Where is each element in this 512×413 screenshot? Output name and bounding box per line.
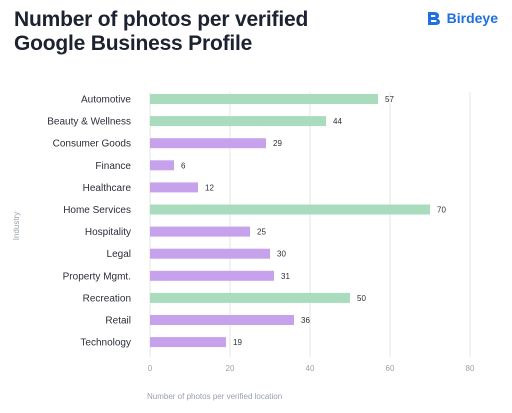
value-label: 25 bbox=[257, 228, 266, 237]
value-label: 12 bbox=[205, 183, 214, 192]
brand-logo: Birdeye bbox=[426, 10, 498, 26]
category-label: Finance bbox=[95, 161, 131, 172]
bar-2 bbox=[150, 138, 266, 149]
value-label: 29 bbox=[273, 139, 282, 148]
x-tick-label: 60 bbox=[386, 364, 395, 373]
labels: 0 20 40 60 80 Automotive 57 Beauty & Wellness 44… bbox=[47, 95, 475, 374]
category-label: Consumer Goods bbox=[53, 139, 131, 150]
bar-4 bbox=[150, 182, 198, 193]
value-label: 50 bbox=[357, 294, 366, 303]
bar-6 bbox=[150, 226, 250, 237]
x-axis-title: Number of photos per verified location bbox=[147, 392, 282, 401]
brand-name: Birdeye bbox=[446, 10, 498, 26]
y-axis-title: Industry bbox=[12, 212, 21, 240]
chart-title: Number of photos per verified Google Bus… bbox=[14, 8, 309, 55]
bar-11 bbox=[150, 337, 226, 348]
value-label: 36 bbox=[301, 316, 310, 325]
value-label: 19 bbox=[233, 338, 242, 347]
value-label: 6 bbox=[181, 161, 186, 170]
bar-3 bbox=[150, 160, 174, 171]
bar-8 bbox=[150, 270, 274, 281]
category-label: Hospitality bbox=[85, 227, 131, 238]
bar-5 bbox=[150, 204, 430, 215]
category-label: Technology bbox=[80, 338, 131, 349]
category-label: Recreation bbox=[83, 293, 131, 304]
bar-7 bbox=[150, 248, 270, 259]
value-label: 57 bbox=[385, 95, 394, 104]
x-tick-label: 0 bbox=[148, 364, 153, 373]
bars bbox=[150, 94, 430, 348]
value-label: 30 bbox=[277, 250, 286, 259]
x-tick-label: 20 bbox=[226, 364, 235, 373]
birdeye-logo-icon bbox=[427, 12, 440, 25]
bar-0 bbox=[150, 94, 378, 104]
category-label: Retail bbox=[105, 316, 131, 327]
category-label: Home Services bbox=[63, 205, 131, 216]
category-label: Property Mgmt. bbox=[63, 271, 131, 282]
bar-9 bbox=[150, 292, 350, 303]
value-label: 70 bbox=[437, 206, 446, 215]
value-label: 44 bbox=[333, 117, 342, 126]
x-tick-label: 40 bbox=[306, 364, 315, 373]
category-label: Beauty & Wellness bbox=[47, 117, 131, 128]
value-label: 31 bbox=[281, 272, 290, 281]
x-tick-label: 80 bbox=[466, 364, 475, 373]
gridlines bbox=[149, 92, 471, 357]
bar-10 bbox=[150, 315, 294, 325]
category-label: Automotive bbox=[81, 95, 131, 106]
category-label: Healthcare bbox=[83, 183, 132, 194]
bar-1 bbox=[150, 116, 326, 127]
category-label: Legal bbox=[107, 249, 131, 260]
